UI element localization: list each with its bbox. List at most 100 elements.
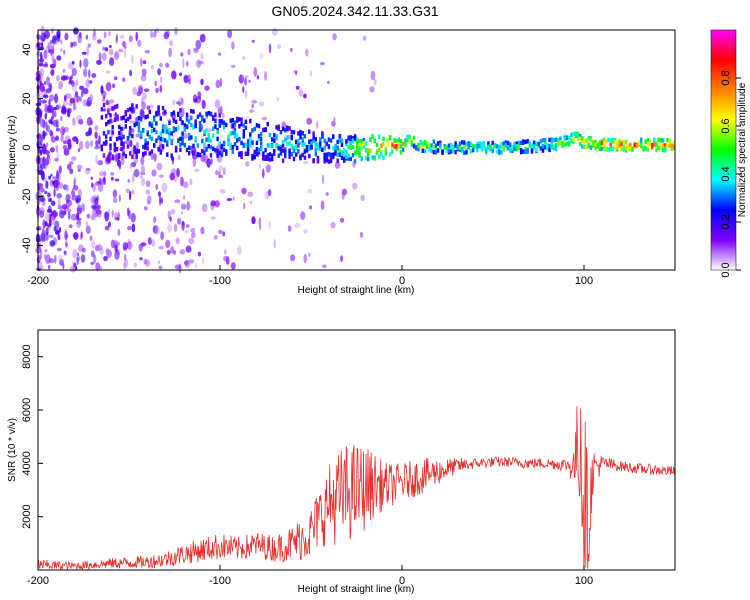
heatmap-cell [192,143,195,149]
heatmap-cell [506,146,510,151]
heatmap-cell [236,116,239,121]
heatmap-cell [225,149,228,154]
heatmap-cell [153,117,156,122]
heatmap-cell [605,146,608,151]
heatmap-cell [131,108,134,113]
heatmap-cell [79,140,84,150]
heatmap-cell [264,70,268,81]
heatmap-cell [55,179,60,186]
heatmap-cell [458,145,462,151]
heatmap-cell [620,141,623,147]
heatmap-cell [388,135,392,141]
heatmap-cell [375,150,379,155]
heatmap-cell [120,126,123,132]
heatmap-cell [218,118,221,124]
heatmap-cell [159,85,163,93]
heatmap-cell [509,142,512,147]
heatmap-cell [240,140,243,146]
heatmap-cell [347,153,350,159]
heatmap-cell [122,115,125,120]
heatmap-cell [179,136,182,142]
heatmap-cell [231,41,235,50]
heatmap-cell [109,113,112,118]
heatmap-cell [399,150,403,155]
heatmap-cell [64,32,69,41]
heatmap-cell [585,138,588,143]
heatmap-cell [236,138,239,143]
heatmap-cell [90,120,93,126]
heatmap-cell [307,189,313,194]
heatmap-cell [72,117,76,126]
heatmap-cell [150,149,154,154]
heatmap-cell [360,146,363,151]
heatmap-cell [85,140,90,149]
heatmap-cell [316,158,320,164]
heatmap-cell [364,148,368,153]
heatmap-cell [655,147,658,153]
heatmap-cell [207,144,210,149]
heatmap-cell [198,112,202,117]
heatmap-cell [201,138,204,144]
heatmap-cell [332,146,335,151]
heatmap-cell [47,205,52,214]
heatmap-cell [336,158,339,163]
heatmap-cell [64,94,67,102]
heatmap-cell [207,134,210,140]
heatmap-cell [97,160,104,166]
heatmap-cell [589,145,593,150]
heatmap-cell [522,139,525,144]
snr-x-tick-label: -100 [209,575,231,587]
heatmap-cell [192,109,195,114]
heatmap-cell [629,142,632,148]
heatmap-cell [56,55,62,61]
heatmap-cell [513,141,516,147]
heatmap-cell [452,146,455,151]
heatmap-cell [140,165,145,176]
heatmap-cell [216,129,219,135]
heatmap-cell [661,138,665,143]
heatmap-cell [45,231,49,241]
heatmap-cell [185,124,189,129]
heatmap-cell [194,136,197,141]
heatmap-cell [40,32,46,42]
heatmap-cell [82,87,89,95]
heatmap-cell [41,229,47,239]
heatmap-cell [528,140,532,145]
heatmap-cell [360,156,363,161]
snr-x-tick-label: -200 [27,575,49,587]
heatmap-cell [120,146,123,152]
heatmap-cell [463,144,466,150]
heatmap-cell [482,145,486,151]
heatmap-cell [52,119,59,127]
heatmap-cell [322,264,327,269]
heatmap-cell [281,158,285,163]
heatmap-cell [176,168,180,178]
heatmap-cell [303,149,307,154]
heatmap-cell [653,142,656,147]
heatmap-cell [277,153,280,158]
heatmap-cell [132,173,135,184]
heatmap-cell [284,137,287,143]
heatmap-cell [142,144,145,150]
heatmap-cell [626,146,630,151]
heatmap-cell [544,138,547,143]
heatmap-cell [142,128,145,133]
heatmap-cell [216,136,219,142]
heatmap-cell [157,108,160,113]
heatmap-cell [47,192,51,198]
heatmap-cell [73,185,79,191]
snr-y-ticks: 2000 4000 6000 8000 [21,344,43,529]
heatmap-cell [49,147,55,153]
heatmap-cell [201,203,208,213]
heatmap-cell [404,141,407,147]
heatmap-cell [227,137,230,142]
heatmap-cell [445,144,449,150]
heatmap-cell [90,176,94,180]
heatmap-cell [550,141,553,147]
heatmap-cell [412,144,416,149]
heatmap-cell [47,41,52,52]
heatmap-cell [206,158,211,168]
heatmap-cell [541,144,545,149]
heatmap-cell [183,195,186,200]
